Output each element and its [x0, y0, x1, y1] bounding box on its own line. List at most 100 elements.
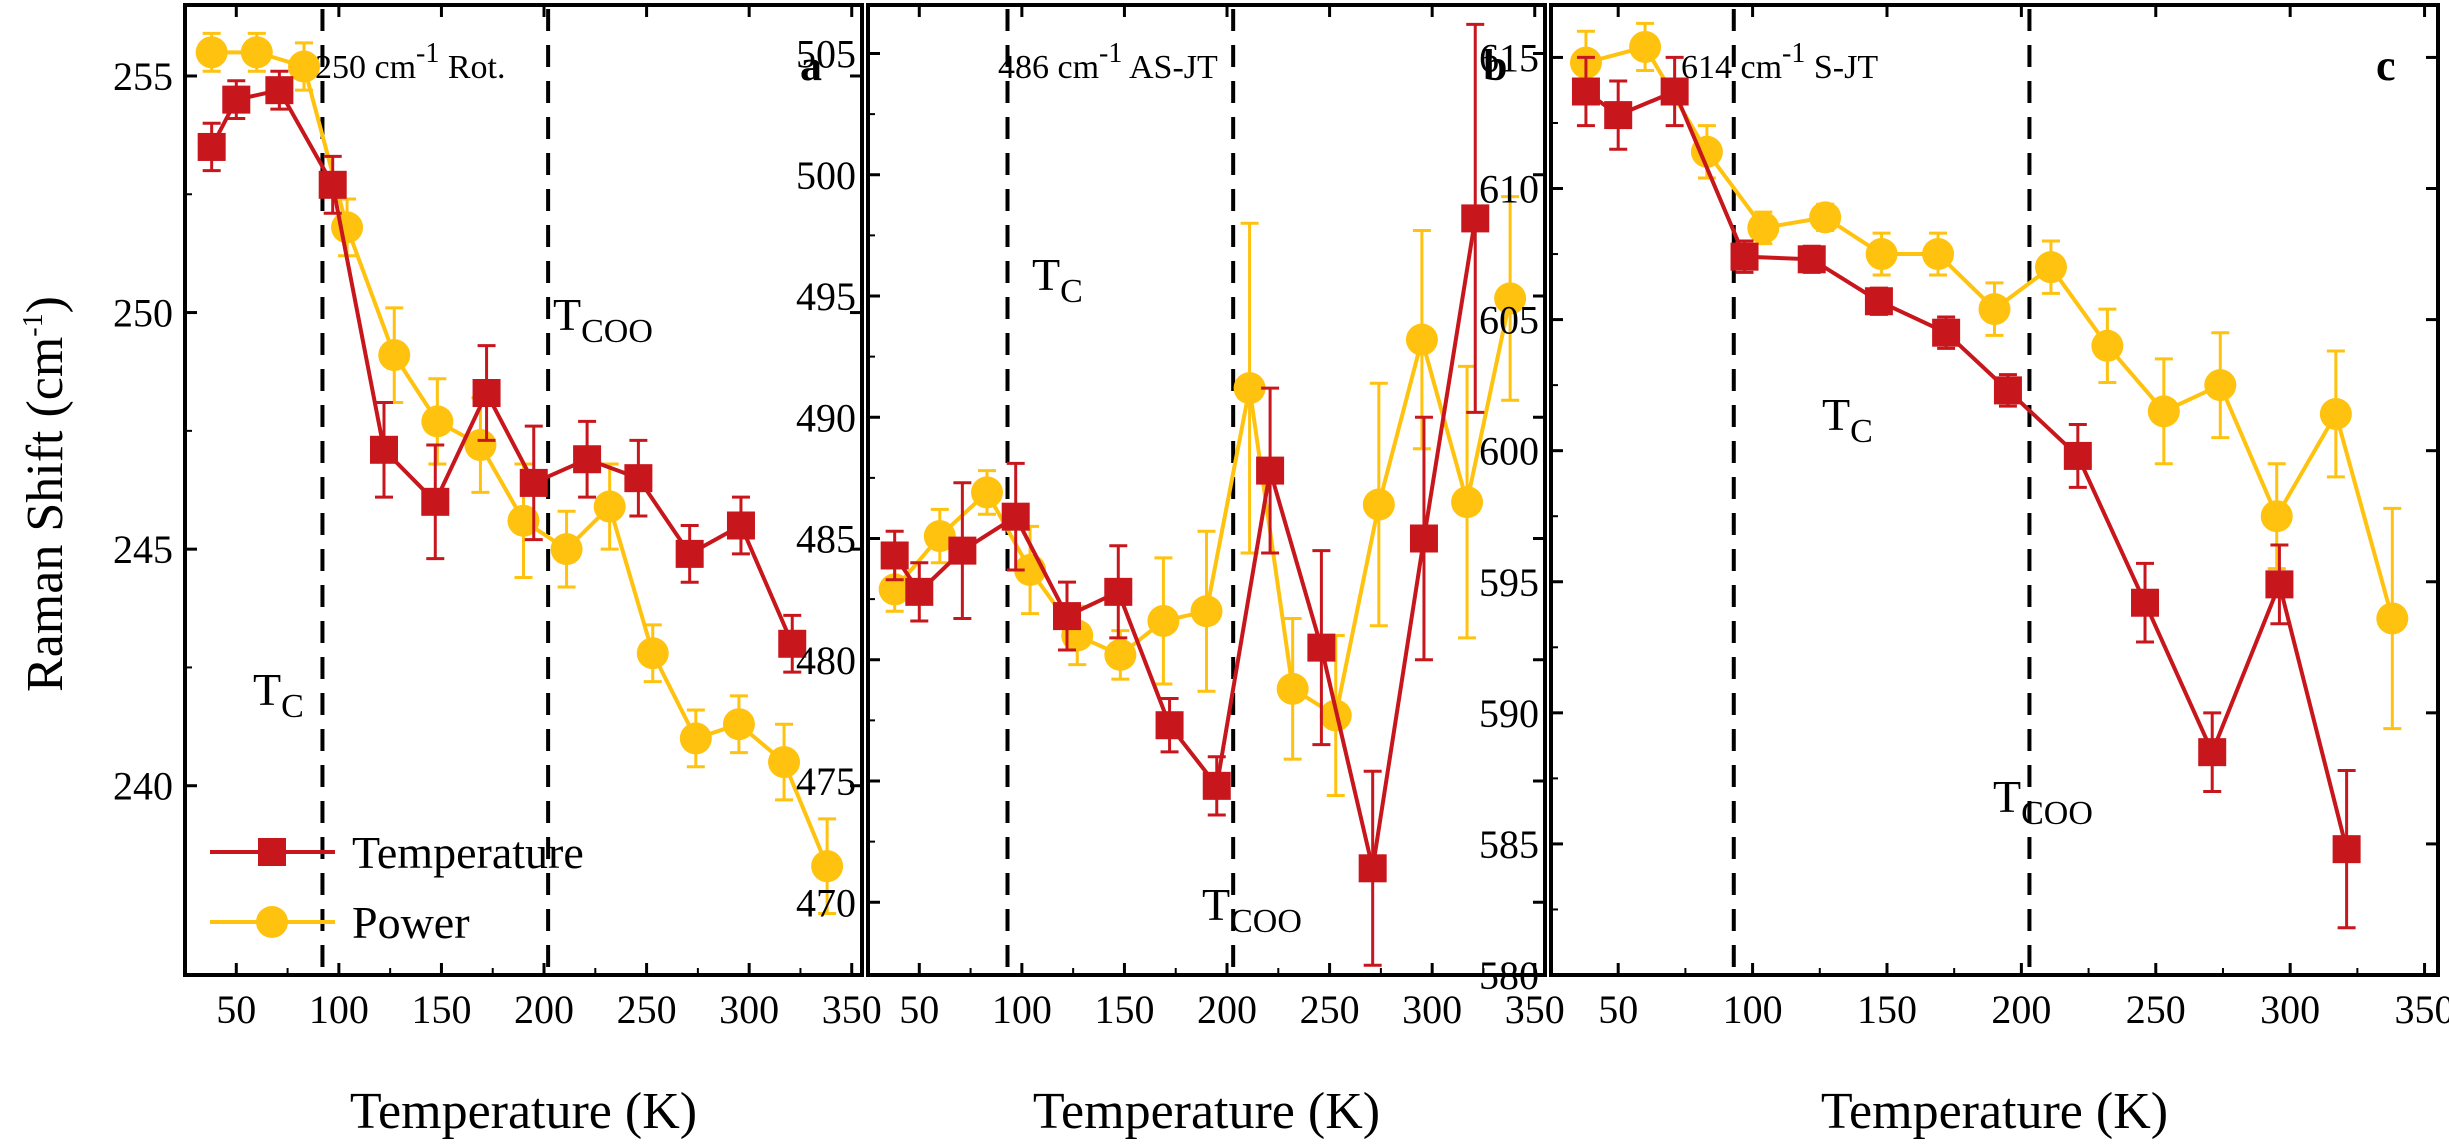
power-point	[2260, 500, 2293, 533]
power-point	[970, 476, 1003, 509]
temperature-point	[1660, 77, 1689, 106]
tc-annotation: TC	[1822, 389, 1873, 450]
temperature-point	[905, 577, 934, 606]
power-point	[722, 708, 755, 741]
panel-c: 50 100 150 200 250 300 35058058559059560060561…	[1479, 3, 2449, 1140]
temperature-point	[675, 539, 704, 568]
legend-power-label: Power	[352, 897, 470, 948]
temperature-point	[197, 132, 226, 161]
plot-frame	[866, 3, 1547, 977]
y-tick-label: 500	[796, 153, 856, 198]
temperature-point	[2063, 441, 2092, 470]
power-point	[1629, 30, 1662, 63]
x-tick-label: 200	[1197, 987, 1257, 1032]
power-point	[1865, 238, 1898, 271]
temperature-point	[1797, 245, 1826, 274]
y-tick-label: 610	[1479, 167, 1539, 212]
power-point	[679, 722, 712, 755]
power-point	[195, 36, 228, 69]
temperature-point	[222, 85, 251, 114]
panel-b: 50 100 150 200 250 300 350 470 475 480 485 490 495 50…	[796, 3, 1565, 1140]
legend: Temperature Power	[210, 827, 584, 948]
y-tick-label: 590	[1479, 691, 1539, 736]
y-tick-label: 470	[796, 880, 856, 925]
power-point	[593, 490, 626, 523]
y-tick-label: 595	[1479, 560, 1539, 605]
power-point	[2376, 602, 2409, 635]
legend-temperature-marker	[258, 838, 286, 866]
x-tick-label: 50	[1598, 987, 1638, 1032]
power-point	[878, 573, 911, 606]
temperature-point	[1155, 711, 1184, 740]
panel-title: 250 cm-1 Rot.	[315, 38, 506, 86]
temperature-point	[1307, 633, 1336, 662]
panel-letter: a	[800, 41, 822, 90]
power-point	[550, 533, 583, 566]
power-point	[464, 429, 497, 462]
temperature-point	[265, 76, 294, 105]
temperature-point	[1730, 242, 1759, 271]
x-tick-label: 300	[719, 987, 779, 1032]
plot-frame	[1549, 3, 2440, 977]
x-tick-label: 100	[1723, 987, 1783, 1032]
x-tick-label: 200	[1991, 987, 2051, 1032]
power-point	[1233, 372, 1266, 405]
x-tick-label: 300	[2260, 987, 2320, 1032]
power-point	[331, 211, 364, 244]
legend-power-marker	[256, 906, 288, 938]
legend-temperature-label: Temperature	[352, 827, 584, 878]
temperature-series-line	[1584, 88, 2349, 850]
temperature-point	[1052, 602, 1081, 631]
temperature-point	[2131, 588, 2160, 617]
x-axis-label: Temperature (K)	[350, 1083, 697, 1140]
power-point	[2319, 397, 2352, 430]
y-tick-label: 255	[113, 54, 173, 99]
temperature-series-line	[893, 218, 1478, 869]
y-tick-label: 585	[1479, 822, 1539, 867]
x-axis-label: Temperature (K)	[1033, 1083, 1380, 1140]
power-point	[768, 746, 801, 779]
y-tick-label: 485	[796, 517, 856, 562]
power-point	[811, 850, 844, 883]
x-tick-label: 350	[822, 987, 882, 1032]
temperature-point	[472, 379, 501, 407]
temperature-point	[778, 629, 807, 658]
power-point	[1276, 672, 1309, 705]
power-point	[1978, 293, 2011, 326]
power-point	[507, 504, 540, 537]
temperature-point	[2198, 738, 2227, 767]
y-tick-label: 495	[796, 274, 856, 319]
x-tick-label: 350	[1505, 987, 1565, 1032]
temperature-point	[1202, 771, 1231, 800]
temperature-point	[1932, 318, 1961, 347]
tcoo-annotation: TCOO	[1202, 879, 1302, 940]
tcoo-annotation: TCOO	[553, 289, 653, 350]
y-tick-label: 505	[796, 32, 856, 77]
x-tick-label: 150	[1857, 987, 1917, 1032]
y-tick-label: 480	[796, 638, 856, 683]
temperature-point	[1461, 204, 1490, 233]
temperature-point	[948, 536, 977, 565]
x-tick-label: 350	[2395, 987, 2449, 1032]
temperature-point	[1993, 376, 2022, 405]
power-point	[1362, 488, 1395, 521]
x-tick-label: 150	[1094, 987, 1154, 1032]
y-tick-label: 605	[1479, 298, 1539, 343]
x-tick-label: 250	[1300, 987, 1360, 1032]
y-tick-label: 615	[1479, 35, 1539, 80]
temperature-point	[369, 435, 398, 464]
power-point	[1147, 604, 1180, 637]
temperature-point	[2265, 570, 2294, 599]
power-point	[636, 637, 669, 670]
power-point	[287, 50, 320, 83]
x-axis-label: Temperature (K)	[1821, 1083, 2168, 1140]
power-point	[2091, 329, 2124, 362]
power-point	[923, 520, 956, 553]
x-tick-label: 50	[899, 987, 939, 1032]
x-tick-label: 250	[617, 987, 677, 1032]
temperature-point	[726, 511, 755, 540]
y-tick-label: 490	[796, 395, 856, 440]
panel-a: 50 100 150 200 250 300 350 240 245 250 255 Temperat…	[113, 3, 882, 1140]
x-tick-label: 300	[1402, 987, 1462, 1032]
